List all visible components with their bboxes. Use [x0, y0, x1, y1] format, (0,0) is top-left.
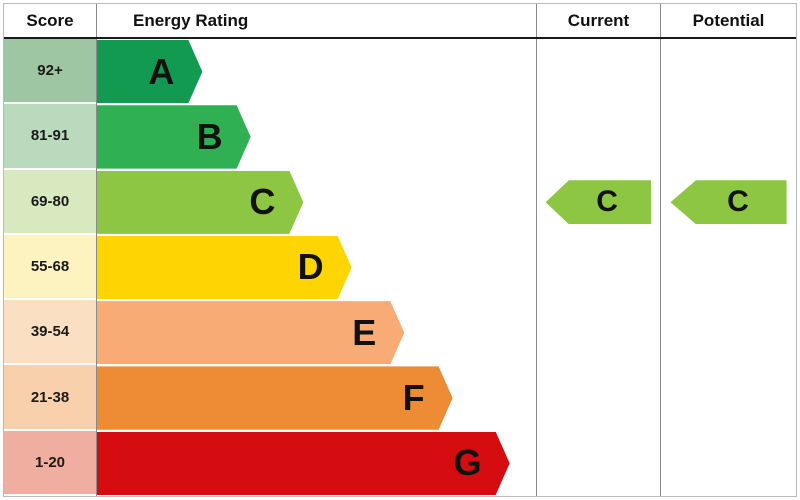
score-cell: 1-20 [4, 430, 96, 496]
score-range: 39-54 [30, 323, 70, 341]
header-row: Score Energy Rating Current Potential [4, 4, 796, 39]
potential-cell [660, 430, 796, 496]
band-letter: F [402, 377, 425, 419]
rating-cell: B [96, 104, 536, 170]
band-letter: C [249, 181, 276, 223]
current-rating-arrow-letter: C [596, 185, 618, 219]
rating-bar: E [97, 301, 404, 364]
energy-rating-header: Energy Rating [96, 4, 536, 37]
current-cell [536, 365, 660, 431]
score-header: Score [26, 10, 74, 30]
band-row: 81-91 B [4, 104, 796, 170]
score-range: 1-20 [34, 453, 66, 471]
rating-bar: F [97, 366, 453, 429]
score-range: 92+ [37, 62, 63, 80]
epc-chart: Score Energy Rating Current Potential 92… [3, 3, 797, 497]
band-rows: 92+ A 81-91 B 69-80 C C C [4, 39, 796, 496]
potential-header: Potential [660, 4, 796, 37]
score-cell: 69-80 [4, 169, 96, 235]
band-letter: B [196, 115, 223, 157]
rating-bar: G [97, 432, 510, 495]
potential-cell [660, 365, 796, 431]
potential-cell: C [660, 169, 796, 235]
band-row: 55-68 D [4, 234, 796, 301]
band-letter: G [453, 442, 482, 484]
rating-bar: C [97, 171, 303, 234]
rating-bar: A [97, 40, 202, 103]
current-cell [536, 300, 660, 366]
rating-cell: A [96, 39, 536, 105]
rating-cell: D [96, 234, 536, 301]
current-cell [536, 39, 660, 105]
rating-bar: D [97, 236, 352, 299]
potential-cell [660, 300, 796, 366]
score-cell: 39-54 [4, 300, 96, 366]
rating-cell: F [96, 365, 536, 431]
potential-cell [660, 39, 796, 105]
band-row: 1-20 G [4, 430, 796, 496]
score-range: 69-80 [30, 192, 70, 210]
current-header: Current [536, 4, 660, 37]
potential-cell [660, 104, 796, 170]
current-cell [536, 104, 660, 170]
current-rating-arrow: C [545, 180, 652, 225]
band-letter: E [352, 311, 377, 353]
potential-rating-arrow-letter: C [727, 185, 749, 219]
score-range: 21-38 [30, 388, 70, 406]
rating-bar: B [97, 105, 251, 168]
current-cell: C [536, 169, 660, 235]
current-cell [536, 234, 660, 301]
band-row: 39-54 E [4, 300, 796, 366]
band-row: 21-38 F [4, 365, 796, 431]
score-cell: 55-68 [4, 234, 96, 301]
score-cell: 21-38 [4, 365, 96, 431]
potential-cell [660, 234, 796, 301]
potential-rating-arrow: C [670, 180, 787, 225]
score-cell: 92+ [4, 39, 96, 105]
rating-cell: C [96, 169, 536, 235]
band-row: 69-80 C C C [4, 169, 796, 235]
current-cell [536, 430, 660, 496]
score-range: 81-91 [30, 127, 70, 145]
band-letter: A [148, 50, 175, 92]
rating-cell: E [96, 300, 536, 366]
score-cell: 81-91 [4, 104, 96, 170]
band-row: 92+ A [4, 39, 796, 105]
score-range: 55-68 [30, 257, 70, 275]
rating-cell: G [96, 430, 536, 496]
band-letter: D [297, 246, 324, 288]
